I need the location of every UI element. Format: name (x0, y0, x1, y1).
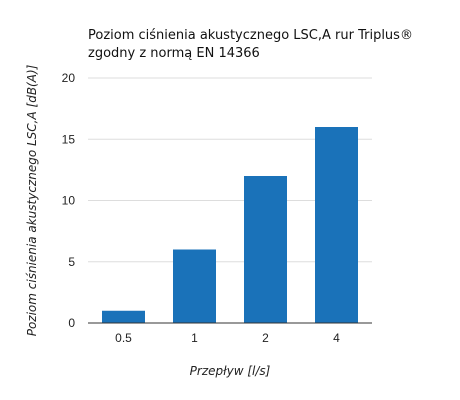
bar-4 (315, 127, 358, 323)
y-tick-label-5: 5 (68, 255, 75, 269)
bar-1 (173, 249, 216, 323)
x-axis-label: Przepływ [l/s] (190, 364, 271, 378)
bars (102, 127, 358, 323)
y-tick-label-0: 0 (68, 316, 75, 330)
x-tick-label-4: 4 (333, 331, 340, 345)
y-tick-label-10: 10 (62, 194, 76, 208)
y-tick-label-15: 15 (62, 132, 76, 146)
chart-title-line-1: Poziom ciśnienia akustycznego LSC,A rur … (88, 28, 413, 43)
x-axis-ticks: 0.5 1 2 4 (115, 331, 340, 345)
chart-title: Poziom ciśnienia akustycznego LSC,A rur … (88, 27, 428, 63)
y-axis-label: Poziom ciśnienia akustycznego LSC,A [dB(… (25, 64, 39, 336)
y-tick-label-20: 20 (62, 71, 76, 85)
bar-0.5 (102, 310, 145, 323)
bar-2 (244, 176, 287, 323)
x-tick-label-0.5: 0.5 (115, 331, 132, 345)
x-tick-label-2: 2 (262, 331, 269, 345)
y-axis-ticks: 0 5 10 15 20 (62, 71, 76, 330)
chart-title-line-2: zgodny z normą EN 14366 (88, 46, 260, 61)
x-tick-label-1: 1 (191, 331, 198, 345)
